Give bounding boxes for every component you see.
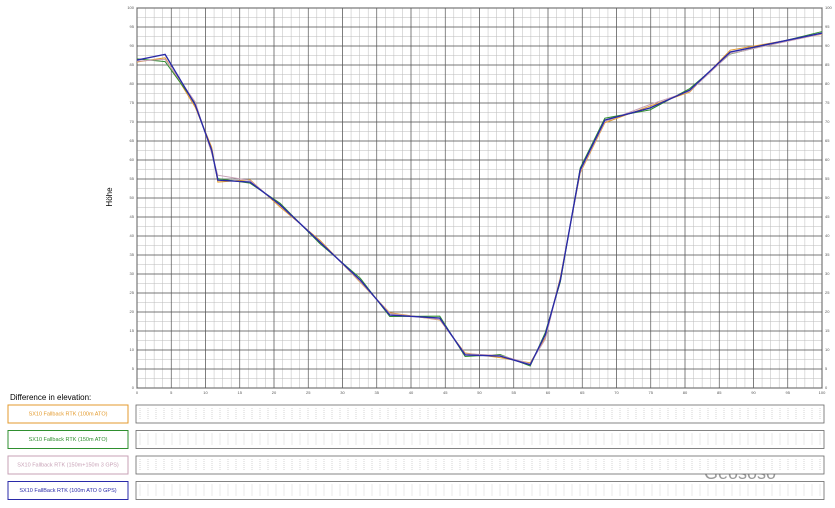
difference-strip	[135, 404, 825, 424]
x-tick-label: 15	[238, 390, 243, 395]
x-tick-label: 30	[340, 390, 345, 395]
legend-box	[7, 455, 129, 475]
y-tick-label: 75	[130, 100, 135, 105]
y-tick-label-right: 75	[825, 100, 830, 105]
y-tick-label: 25	[130, 290, 135, 295]
y-tick-label-right: 0	[825, 385, 828, 390]
x-tick-label: 85	[717, 390, 722, 395]
y-tick-label: 20	[130, 309, 135, 314]
y-tick-label-right: 50	[825, 195, 830, 200]
y-tick-label-right: 10	[825, 347, 830, 352]
y-tick-label: 40	[130, 233, 135, 238]
legend-box	[7, 481, 129, 500]
x-tick-label: 65	[580, 390, 585, 395]
y-tick-label: 55	[130, 176, 135, 181]
x-tick-label: 75	[649, 390, 654, 395]
y-tick-label: 90	[130, 43, 135, 48]
legend-label: SX10 Fallback RTK (150m ATO)	[29, 437, 108, 443]
y-tick-label: 35	[130, 252, 135, 257]
y-tick-label: 80	[130, 81, 135, 86]
y-tick-label: 10	[130, 347, 135, 352]
difference-strip	[135, 481, 825, 500]
x-tick-label: 10	[203, 390, 208, 395]
y-tick-label-right: 95	[825, 24, 830, 29]
y-tick-label: 30	[130, 271, 135, 276]
y-tick-label-right: 90	[825, 43, 830, 48]
difference-strip	[135, 455, 825, 475]
x-tick-label: 90	[751, 390, 756, 395]
y-tick-label-right: 60	[825, 157, 830, 162]
y-tick-label: 65	[130, 138, 135, 143]
y-tick-label: 95	[130, 24, 135, 29]
y-tick-label-right: 25	[825, 290, 830, 295]
y-tick-label: 0	[132, 385, 135, 390]
legend-box	[7, 404, 129, 424]
difference-title: Difference in elevation:	[10, 393, 91, 402]
y-axis-label: Höhe	[105, 187, 114, 207]
x-tick-label: 55	[512, 390, 517, 395]
x-tick-label: 20	[272, 390, 277, 395]
y-tick-label: 60	[130, 157, 135, 162]
y-tick-label-right: 80	[825, 81, 830, 86]
x-tick-label: 95	[786, 390, 791, 395]
x-tick-label: 35	[375, 390, 380, 395]
y-tick-label: 45	[130, 214, 135, 219]
x-tick-label: 100	[819, 390, 826, 395]
x-tick-label: 0	[136, 390, 139, 395]
y-tick-label-right: 20	[825, 309, 830, 314]
x-tick-label: 70	[614, 390, 619, 395]
y-tick-label-right: 65	[825, 138, 830, 143]
x-tick-label: 45	[443, 390, 448, 395]
x-tick-label: 5	[170, 390, 173, 395]
y-tick-label-right: 55	[825, 176, 830, 181]
y-tick-label-right: 40	[825, 233, 830, 238]
x-tick-label: 25	[306, 390, 311, 395]
x-tick-label: 40	[409, 390, 414, 395]
y-tick-label-right: 85	[825, 62, 830, 67]
y-tick-label: 70	[130, 119, 135, 124]
y-tick-label: 85	[130, 62, 135, 67]
series-line	[136, 32, 823, 366]
y-tick-label-right: 5	[825, 366, 828, 371]
x-tick-label: 80	[683, 390, 688, 395]
y-tick-label-right: 70	[825, 119, 830, 124]
legend-label: SX10 Fallback RTK (150m+150m 3 GPS)	[17, 462, 119, 468]
y-tick-label-right: 100	[825, 5, 832, 10]
y-tick-label-right: 15	[825, 328, 830, 333]
difference-strip	[135, 430, 825, 449]
y-tick-label-right: 30	[825, 271, 830, 276]
y-tick-label: 50	[130, 195, 135, 200]
y-tick-label-right: 45	[825, 214, 830, 219]
y-tick-label: 100	[127, 5, 134, 10]
y-tick-label: 5	[132, 366, 135, 371]
legend-box	[7, 430, 129, 449]
legend-label: SX10 Fallback RTK (100m ATO)	[29, 411, 108, 417]
x-tick-label: 60	[546, 390, 551, 395]
x-tick-label: 50	[477, 390, 482, 395]
y-tick-label: 15	[130, 328, 135, 333]
legend-label: SX10 FallBack RTK (100m ATO 0 GPS)	[19, 488, 116, 494]
y-tick-label-right: 35	[825, 252, 830, 257]
